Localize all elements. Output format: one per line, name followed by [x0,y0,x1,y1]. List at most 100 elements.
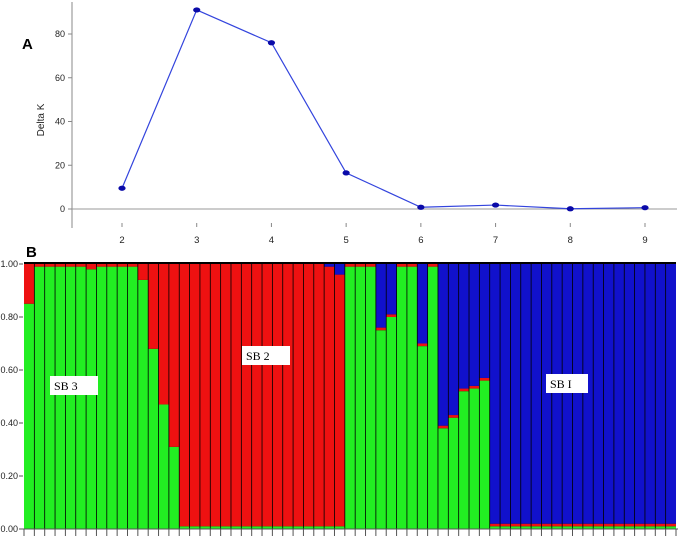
x-tick-label: 9 [642,235,647,246]
green-segment [313,526,325,529]
green-segment [365,266,376,529]
red-segment [199,264,211,527]
green-segment [613,526,625,529]
green-segment [272,526,283,529]
y-tick-label: 20 [55,160,65,170]
red-segment [479,377,490,381]
green-segment [593,526,604,529]
cluster-label-box [50,376,98,395]
blue-segment [541,264,552,524]
green-segment [406,266,418,529]
y-tick-label: 0.20 [0,471,18,481]
y-tick-label: 0 [60,204,65,214]
red-segment [458,388,470,392]
green-segment [106,266,118,529]
red-segment [437,425,449,429]
delta-k-point [118,185,126,191]
x-tick-label: 5 [343,235,348,246]
red-segment [189,264,200,527]
red-segment [230,264,242,527]
green-segment [582,526,594,529]
blue-segment [469,264,480,386]
red-segment [510,523,521,527]
red-segment [137,264,149,280]
green-segment [448,417,459,529]
delta-k-chart: A Delta K 0 20 40 60 80 2 3 4 5 6 7 8 9 [22,2,677,246]
blue-segment [324,264,335,267]
panel-label-a: A [22,36,33,53]
blue-segment [572,264,583,524]
red-segment [531,523,542,527]
blue-segment [479,264,490,378]
y-tick-label: 0.40 [0,418,18,428]
red-segment [55,264,66,267]
blue-segment [593,264,604,524]
red-segment [613,523,625,527]
red-segment [293,264,304,527]
red-segment [313,264,325,527]
red-segment [158,264,169,405]
red-segment [551,523,563,527]
green-segment [469,388,480,529]
green-segment [241,526,252,529]
green-segment [500,526,511,529]
red-segment [117,264,128,267]
x-tick-label: 3 [194,235,199,246]
delta-k-point [417,204,425,210]
red-segment [355,264,366,267]
green-segment [168,446,180,529]
cluster-label-sb2: SB 2 [242,346,290,365]
green-segment [262,526,273,529]
cluster-label-text: SB 3 [54,379,78,393]
green-segment [479,380,490,529]
red-segment [75,264,87,267]
blue-segment [375,264,387,328]
green-segment [634,526,645,529]
panel-label-b: B [26,244,37,261]
red-segment [489,523,501,527]
red-segment [251,264,263,527]
green-segment [199,526,211,529]
green-segment [96,266,107,529]
green-segment [117,266,128,529]
green-segment [624,526,635,529]
blue-segment [582,264,594,524]
blue-segment [489,264,501,524]
blue-segment [458,264,470,389]
red-segment [365,264,376,267]
red-segment [406,264,418,267]
red-segment [65,264,76,267]
blue-segment [437,264,449,426]
red-segment [86,264,97,270]
y-tick-label: 1.00 [0,259,18,269]
y-tick-label: 60 [55,73,65,83]
red-segment [396,264,407,267]
green-segment [127,266,138,529]
delta-k-point [193,7,201,13]
x-ticks: 2 3 4 5 6 7 8 9 [119,223,648,246]
red-segment [448,415,459,418]
ancestry-bars [24,262,676,529]
blue-segment [655,264,666,524]
blue-segment [644,264,656,524]
blue-segment [551,264,563,524]
blue-segment [613,264,625,524]
blue-segment [500,264,511,524]
red-segment [96,264,107,267]
green-segment [541,526,552,529]
green-segment [220,526,231,529]
red-segment [644,523,656,527]
green-segment [55,266,66,529]
y-tick-label: 0.00 [0,524,18,534]
green-segment [24,303,35,529]
blue-segment [520,264,532,524]
blue-segment [634,264,645,524]
green-segment [644,526,656,529]
green-segment [303,526,314,529]
blue-segment [510,264,521,524]
green-segment [375,330,387,529]
green-segment [355,266,366,529]
x-tick-label: 7 [493,235,498,246]
red-segment [375,327,387,331]
red-segment [210,264,221,527]
